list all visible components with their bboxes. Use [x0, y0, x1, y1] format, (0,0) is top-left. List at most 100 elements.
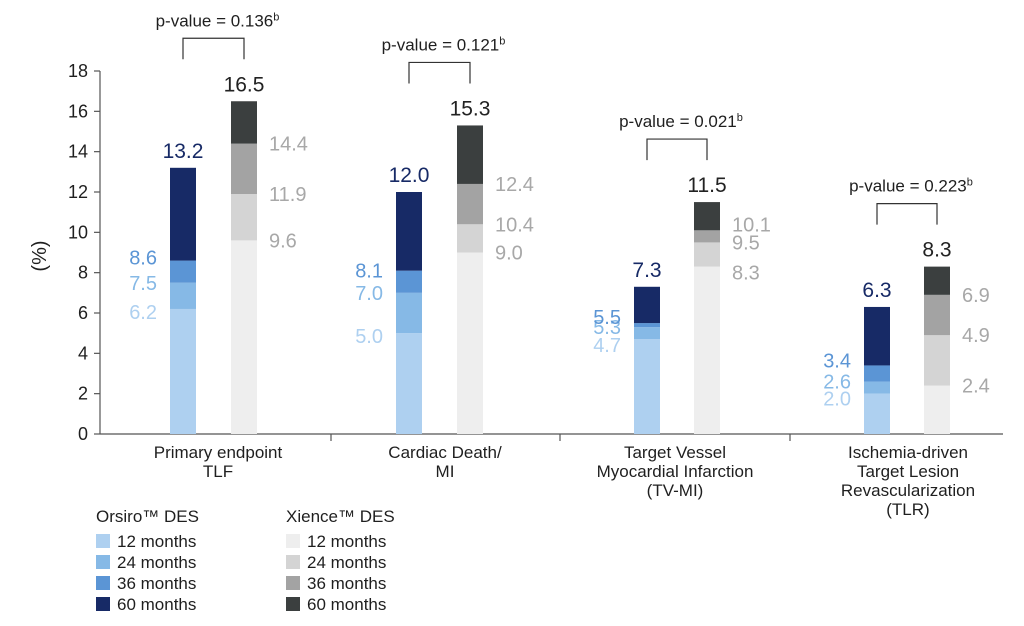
segment-value-label: 9.0 — [495, 243, 523, 265]
legend-item-label: 60 months — [307, 595, 386, 614]
bars — [170, 101, 950, 434]
segment-value-label: 6.2 — [129, 302, 157, 324]
x-category-label: Myocardial Infarction — [597, 462, 754, 481]
legend-series-title: Orsiro™ DES — [96, 507, 199, 526]
y-tick-label: 10 — [68, 222, 88, 242]
bar-segment — [231, 143, 257, 195]
p-value-text: p-value = 0.121b — [382, 35, 506, 54]
bar-segment — [170, 308, 196, 434]
bar-segment — [634, 286, 660, 324]
p-value-superscript: b — [967, 177, 973, 189]
segment-value-label: 5.3 — [593, 317, 621, 339]
legend-series-title: Xience™ DES — [286, 507, 395, 526]
data-labels: 6.2 7.5 8.6 5.0 7.08.1 4.75.35.5 2.02.63.4 13.2… — [129, 73, 990, 410]
legend-swatch — [286, 534, 300, 548]
total-value-label: 15.3 — [450, 97, 491, 120]
segment-value-label: 2.4 — [962, 376, 990, 398]
p-value-bracket — [876, 203, 938, 225]
bar-segment — [924, 294, 950, 336]
bar-segment — [924, 385, 950, 434]
bar-segment — [694, 266, 720, 434]
legend-item-label: 24 months — [117, 553, 196, 572]
bar-segment — [170, 167, 196, 261]
legend-item-label: 60 months — [117, 595, 196, 614]
y-tick-label: 14 — [68, 142, 88, 162]
x-category-label: Ischemia-driven — [848, 443, 968, 462]
p-value-text: p-value = 0.223b — [849, 177, 973, 196]
p-value-superscript: b — [737, 112, 743, 124]
segment-value-label: 5.0 — [355, 326, 383, 348]
legend-swatch — [286, 576, 300, 590]
y-axis: 0 2 4 6 8 10 12 14 16 18 — [68, 61, 101, 444]
total-value-label: 7.3 — [632, 259, 661, 282]
segment-value-label: 7.0 — [355, 283, 383, 305]
y-tick-label: 12 — [68, 182, 88, 202]
x-category-label: Cardiac Death/ — [388, 443, 502, 462]
segment-value-label: 8.6 — [129, 248, 157, 270]
bar-segment — [231, 194, 257, 241]
bar-segment — [634, 327, 660, 340]
bar-segment — [694, 242, 720, 267]
p-value-bracket — [182, 37, 245, 60]
x-category-label: Target Vessel — [624, 443, 726, 462]
legend-swatch — [96, 597, 110, 611]
bar-segment — [231, 240, 257, 434]
segment-value-label: 7.5 — [129, 273, 157, 295]
y-tick-label: 0 — [78, 424, 88, 444]
segment-value-label: 8.3 — [732, 263, 760, 285]
segment-value-label: 10.1 — [732, 214, 771, 236]
p-value-superscript: b — [499, 35, 505, 47]
bar-segment — [457, 183, 483, 225]
bar-segment — [396, 192, 422, 271]
segment-value-label: 9.5 — [732, 232, 760, 254]
segment-value-label: 14.4 — [269, 134, 308, 156]
p-value-text: p-value = 0.136b — [156, 11, 280, 30]
bar-segment — [924, 335, 950, 386]
bar-segment — [396, 333, 422, 434]
segment-value-label: 4.7 — [593, 335, 621, 357]
p-value-bracket — [646, 138, 708, 161]
bar-segment — [634, 339, 660, 434]
y-tick-label: 2 — [78, 384, 88, 404]
bar-segment — [864, 393, 890, 434]
bar-segment — [396, 270, 422, 293]
y-tick-label: 8 — [78, 263, 88, 283]
segment-value-label: 4.9 — [962, 325, 990, 347]
total-value-label: 16.5 — [224, 73, 265, 96]
bar-segment — [170, 282, 196, 309]
legend-item-label: 12 months — [117, 532, 196, 551]
legend-swatch — [286, 597, 300, 611]
total-value-label: 6.3 — [862, 279, 891, 302]
bar-segment — [864, 306, 890, 366]
segment-value-label: 9.6 — [269, 230, 297, 252]
p-value-annotations: p-value = 0.136b p-value = 0.121b p-value … — [156, 11, 973, 225]
x-category-label: (TV-MI) — [647, 481, 704, 500]
segment-value-label: 8.1 — [355, 261, 383, 283]
p-value-bracket — [408, 61, 471, 84]
bar-segment — [634, 323, 660, 328]
total-value-label: 12.0 — [389, 164, 430, 187]
segment-value-label: 12.4 — [495, 174, 534, 196]
y-tick-label: 6 — [78, 303, 88, 323]
segment-value-label: 6.9 — [962, 285, 990, 307]
bar-segment — [231, 101, 257, 144]
legend-swatch — [96, 576, 110, 590]
bar-segment — [457, 252, 483, 434]
segment-value-label: 10.4 — [495, 214, 534, 236]
total-value-label: 13.2 — [163, 140, 204, 163]
segment-value-label: 2.0 — [823, 389, 851, 411]
x-category-label: MI — [436, 462, 455, 481]
x-category-label: TLF — [203, 462, 233, 481]
bar-segment — [924, 266, 950, 295]
legend-swatch — [286, 555, 300, 569]
y-tick-label: 4 — [78, 343, 88, 363]
x-category-label: Revascularization — [841, 481, 975, 500]
legend-item-label: 24 months — [307, 553, 386, 572]
bar-segment — [694, 202, 720, 231]
bar-segment — [864, 381, 890, 394]
y-tick-label: 16 — [68, 101, 88, 121]
bar-segment — [396, 292, 422, 334]
x-category-label: (TLR) — [886, 500, 929, 519]
legend: Orsiro™ DES 12 months 24 months 36 months 60… — [96, 507, 395, 614]
